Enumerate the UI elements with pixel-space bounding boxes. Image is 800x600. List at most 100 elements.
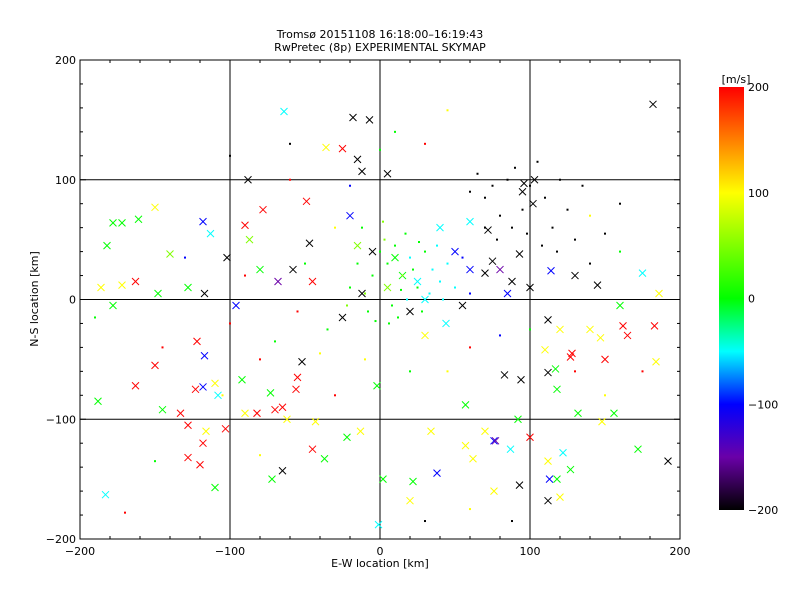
dot-marker <box>274 340 276 343</box>
cross-stroke <box>559 448 567 457</box>
cross-stroke <box>253 409 261 418</box>
cross-marker <box>196 460 204 469</box>
dot-marker <box>484 196 486 199</box>
cross-marker <box>302 197 311 206</box>
cross-marker <box>421 295 429 304</box>
cross-marker <box>349 113 357 122</box>
cross-marker <box>176 409 185 418</box>
cross-marker <box>289 265 297 274</box>
cross-marker <box>266 389 275 397</box>
dot-marker <box>424 520 426 523</box>
y-tick-labels: −200 −100 0 100 200 <box>46 54 76 546</box>
dot-marker <box>382 220 384 223</box>
dot-marker <box>499 334 501 337</box>
y-tick-label: −100 <box>46 413 76 426</box>
cross-stroke <box>199 439 207 448</box>
dot-marker <box>406 298 408 301</box>
cross-stroke <box>541 345 549 354</box>
cross-stroke <box>221 424 230 433</box>
colorbar-label: [m/s] <box>722 73 751 86</box>
dot-marker <box>124 511 126 514</box>
cross-marker <box>553 475 561 483</box>
cross-marker <box>406 307 414 316</box>
cross-stroke <box>373 381 381 390</box>
dot-marker <box>416 286 419 289</box>
cross-marker <box>256 265 264 274</box>
cross-stroke <box>259 205 267 214</box>
cross-marker <box>433 469 441 477</box>
cross-stroke <box>506 445 515 454</box>
dot-marker <box>229 322 231 325</box>
chart-title-line1: Tromsø 20151108 16:18:00–16:19:43 <box>276 28 484 41</box>
cross-stroke <box>421 331 429 340</box>
data-points <box>94 100 672 529</box>
cross-stroke <box>280 107 288 116</box>
cross-marker <box>545 475 554 483</box>
dot-marker <box>514 166 516 169</box>
cross-stroke <box>289 265 297 274</box>
cross-stroke <box>515 250 524 258</box>
dot-marker <box>436 244 438 247</box>
cross-stroke <box>466 265 474 274</box>
dot-marker <box>388 322 390 325</box>
cross-stroke <box>374 520 383 529</box>
cross-stroke <box>490 436 498 445</box>
cross-stroke <box>638 269 647 278</box>
cross-stroke <box>586 325 594 334</box>
cross-stroke <box>200 289 209 298</box>
cross-marker <box>544 496 552 505</box>
cross-stroke <box>433 469 441 477</box>
dot-marker <box>551 226 554 229</box>
cross-stroke <box>520 179 528 188</box>
dot-marker <box>409 370 411 373</box>
cross-marker <box>490 487 498 495</box>
cross-marker <box>566 353 575 361</box>
cross-stroke <box>256 265 264 274</box>
cross-marker <box>94 397 102 406</box>
cross-stroke <box>442 319 450 328</box>
cross-stroke <box>358 289 366 298</box>
cross-stroke <box>596 333 605 342</box>
dot-marker <box>589 214 591 217</box>
cross-marker <box>442 319 450 328</box>
cross-marker <box>118 281 126 289</box>
dot-marker <box>383 238 386 241</box>
cross-marker <box>529 199 537 208</box>
cross-marker <box>649 100 657 109</box>
dot-marker <box>361 226 363 229</box>
colorbar-tick-label: 200 <box>748 81 769 94</box>
cross-stroke <box>109 301 117 310</box>
cross-marker <box>241 221 249 230</box>
cross-marker <box>274 277 282 286</box>
cross-marker <box>338 313 347 322</box>
cross-marker <box>154 289 162 298</box>
cross-stroke <box>601 355 609 364</box>
cross-stroke <box>211 379 219 388</box>
x-tick-label: −200 <box>65 545 95 558</box>
cross-stroke <box>200 351 209 360</box>
cross-marker <box>383 283 392 292</box>
cross-marker <box>530 175 539 184</box>
cross-marker <box>241 409 249 418</box>
cross-stroke <box>322 143 330 152</box>
cross-marker <box>97 283 105 292</box>
cross-stroke <box>551 365 560 373</box>
cross-stroke <box>311 417 320 426</box>
dot-marker <box>446 109 449 112</box>
cross-marker <box>503 289 512 298</box>
cross-marker <box>305 239 314 248</box>
cross-marker <box>283 415 291 424</box>
dot-marker <box>391 304 393 307</box>
cross-stroke <box>503 289 512 298</box>
dot-marker <box>364 358 366 361</box>
cross-stroke <box>356 427 365 436</box>
cross-stroke <box>94 397 102 406</box>
cross-stroke <box>481 427 489 436</box>
cross-marker <box>541 345 549 354</box>
cross-stroke <box>308 445 317 454</box>
colorbar-tick-label: 100 <box>748 187 769 200</box>
cross-marker <box>619 321 627 330</box>
cross-marker <box>427 427 435 436</box>
dot-marker <box>244 274 246 277</box>
cross-stroke <box>427 427 435 436</box>
